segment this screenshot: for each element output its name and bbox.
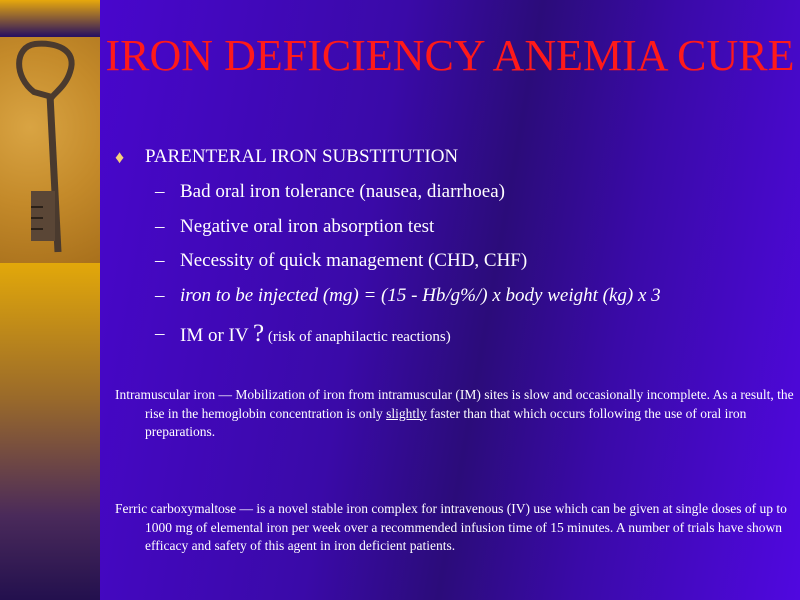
left-gradient-bottom — [0, 263, 100, 600]
paragraph-intramuscular: Intramuscular iron — Mobilization of iro… — [115, 386, 800, 442]
sub-item-formula: iron to be injected (mg) = (15 - Hb/g%/)… — [180, 285, 661, 306]
im-iv-note: (risk of anaphilactic reactions) — [264, 329, 451, 345]
paragraph-ferric-carboxymaltose: Ferric carboxymaltose — is a novel stabl… — [115, 501, 787, 553]
para1-underlined: slightly — [386, 405, 427, 421]
im-iv-text: IM or IV — [180, 325, 254, 346]
sub-item: Negative oral iron absorption test — [180, 216, 435, 237]
slide-title: IRON DEFICIENCY ANEMIA CURE — [105, 31, 795, 80]
key-icon — [16, 40, 75, 253]
dash-icon: – — [155, 323, 165, 344]
main-bullet: PARENTERAL IRON SUBSTITUTION — [145, 146, 459, 167]
dash-icon: – — [155, 285, 165, 306]
dash-icon: – — [155, 216, 165, 237]
question-mark: ? — [253, 320, 265, 347]
sub-item: Necessity of quick management (CHD, CHF) — [180, 250, 528, 271]
dash-icon: – — [155, 181, 165, 202]
sub-item-im-iv: IM or IV ? (risk of anaphilactic reactio… — [180, 320, 451, 348]
key-image — [0, 37, 100, 263]
diamond-bullet-icon: ♦ — [115, 147, 125, 167]
sub-item: Bad oral iron tolerance (nausea, diarrho… — [180, 181, 505, 202]
dash-icon: – — [155, 250, 165, 271]
para1-text-end: faster than that which occurs following … — [145, 405, 747, 440]
para1-text: Intramuscular iron — Mobilization of iro… — [115, 387, 794, 421]
